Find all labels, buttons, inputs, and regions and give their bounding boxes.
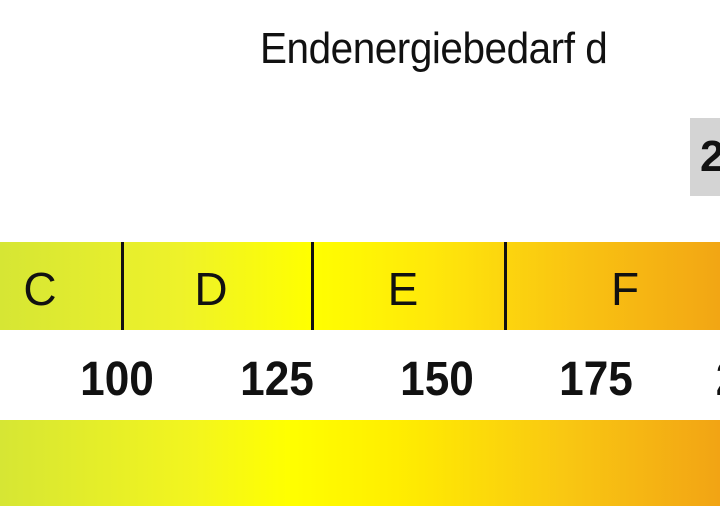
value-indicator-text: 2 — [700, 132, 720, 181]
energy-class-scale: C D E F — [0, 242, 720, 330]
class-label-c: C — [23, 263, 57, 315]
tick-label: 125 — [240, 353, 314, 406]
class-divider — [504, 242, 507, 330]
class-divider — [121, 242, 124, 330]
value-indicator-box: 2 — [690, 118, 720, 196]
class-label-f: F — [610, 263, 640, 315]
tick-label: 2 — [716, 352, 720, 407]
class-divider — [311, 242, 314, 330]
tick-label: 175 — [559, 353, 633, 406]
class-label-d: D — [194, 263, 228, 315]
tick-label: 100 — [80, 353, 154, 406]
tick-label: 150 — [400, 353, 474, 406]
class-label-e: E — [387, 263, 419, 315]
scale-title: Endenergiebedarf d — [260, 24, 608, 73]
gradient-bar — [0, 420, 720, 506]
